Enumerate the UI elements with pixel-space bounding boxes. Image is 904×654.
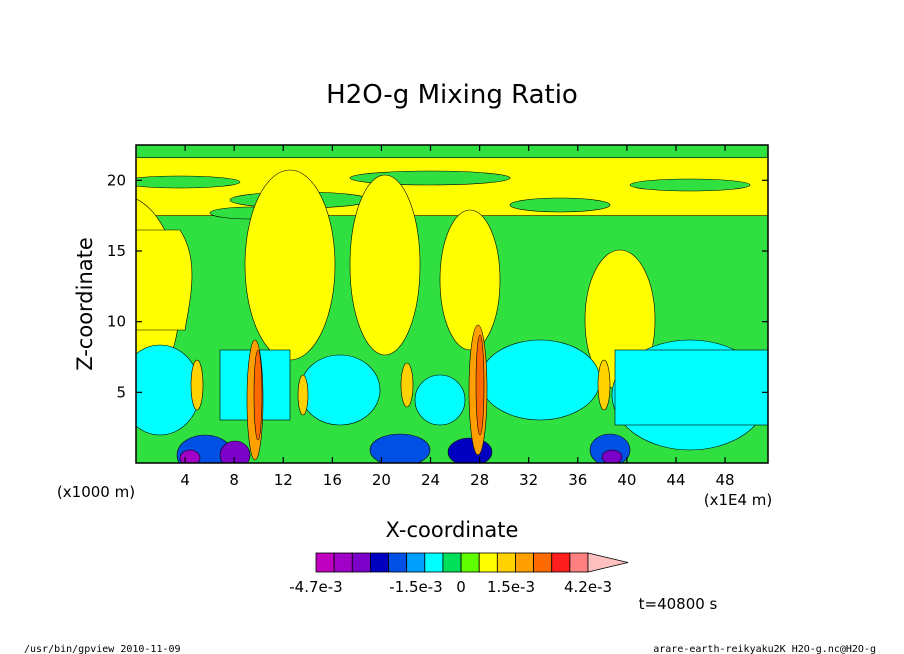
x-tick-label: 20	[372, 471, 391, 489]
updraft-column	[475, 334, 485, 436]
y-tick-label: 15	[107, 242, 126, 260]
colorbar-extend-arrow	[587, 552, 629, 573]
colorbar-swatch	[478, 552, 498, 573]
colorbar-swatch	[551, 552, 571, 573]
colorbar-swatch	[460, 552, 480, 573]
y-axis-label: Z-coordinate	[73, 237, 97, 371]
updraft-column	[190, 359, 204, 411]
colorbar-labels: -4.7e-3 -1.5e-3 0 1.5e-3 4.2e-3	[289, 578, 612, 596]
low-core	[447, 437, 493, 463]
x-axis: 4 8 12 16 20 24 28 32 36 40 44 48	[180, 145, 735, 489]
low-core	[219, 440, 251, 463]
colorbar-swatch	[496, 552, 516, 573]
yellow-plume	[439, 209, 501, 351]
cyan-region	[414, 374, 466, 426]
colorbar-label: 0	[456, 578, 466, 596]
colorbar-swatch	[369, 552, 389, 573]
updraft-column	[597, 359, 611, 411]
yellow-plume	[349, 174, 421, 356]
x-axis-units: (x1E4 m)	[704, 491, 773, 509]
band-island	[136, 175, 241, 189]
x-tick-label: 32	[519, 471, 538, 489]
x-tick-label: 28	[470, 471, 489, 489]
footer-left: /usr/bin/gpview 2010-11-09	[24, 644, 181, 654]
x-axis-label: X-coordinate	[386, 518, 519, 542]
colorbar-swatch	[569, 552, 589, 573]
plot-frame	[135, 144, 769, 464]
cyan-region	[614, 349, 768, 426]
x-tick-label: 4	[180, 471, 190, 489]
colorbar-swatch	[406, 552, 426, 573]
colorbar-swatch	[351, 552, 371, 573]
chart-title: H2O-g Mixing Ratio	[326, 80, 578, 110]
updraft-column	[253, 349, 263, 441]
colorbar-swatch	[333, 552, 353, 573]
colorbar-label: -1.5e-3	[389, 578, 442, 596]
colorbar-swatch	[388, 552, 408, 573]
cyan-region	[479, 339, 601, 421]
colorbar-swatch	[442, 552, 462, 573]
x-tick-label: 36	[568, 471, 587, 489]
yellow-plume	[244, 169, 336, 361]
low-core	[369, 433, 431, 463]
time-label: t=40800 s	[639, 595, 718, 613]
colorbar-swatch	[424, 552, 444, 573]
x-tick-label: 44	[666, 471, 685, 489]
low-core	[601, 449, 623, 463]
colorbar-label: 4.2e-3	[564, 578, 612, 596]
colorbar-swatch	[315, 552, 335, 573]
x-tick-label: 48	[716, 471, 735, 489]
contour-field	[136, 145, 768, 463]
y-tick-label: 5	[116, 383, 126, 401]
colorbar-label: -4.7e-3	[289, 578, 342, 596]
colorbar-swatch	[515, 552, 535, 573]
yellow-plume	[136, 229, 193, 331]
footer-right: arare-earth-reikyaku2K_H2O-g.nc@H2O-g	[653, 644, 876, 654]
colorbar-swatch	[533, 552, 553, 573]
x-tick-label: 16	[323, 471, 342, 489]
x-tick-label: 40	[617, 471, 636, 489]
band-island	[629, 178, 751, 192]
colorbar	[315, 552, 629, 573]
cyan-region	[299, 354, 381, 426]
x-tick-label: 12	[274, 471, 293, 489]
band-island	[509, 197, 611, 213]
updraft-column	[297, 374, 309, 416]
y-axis-units: (x1000 m)	[57, 483, 135, 501]
y-tick-label: 10	[107, 313, 126, 331]
colorbar-label: 1.5e-3	[487, 578, 535, 596]
x-tick-label: 24	[421, 471, 440, 489]
x-tick-label: 8	[229, 471, 239, 489]
cyan-region	[136, 344, 201, 436]
y-axis: 5 10 15 20	[107, 171, 768, 401]
updraft-column	[400, 362, 414, 408]
y-tick-label: 20	[107, 171, 126, 189]
